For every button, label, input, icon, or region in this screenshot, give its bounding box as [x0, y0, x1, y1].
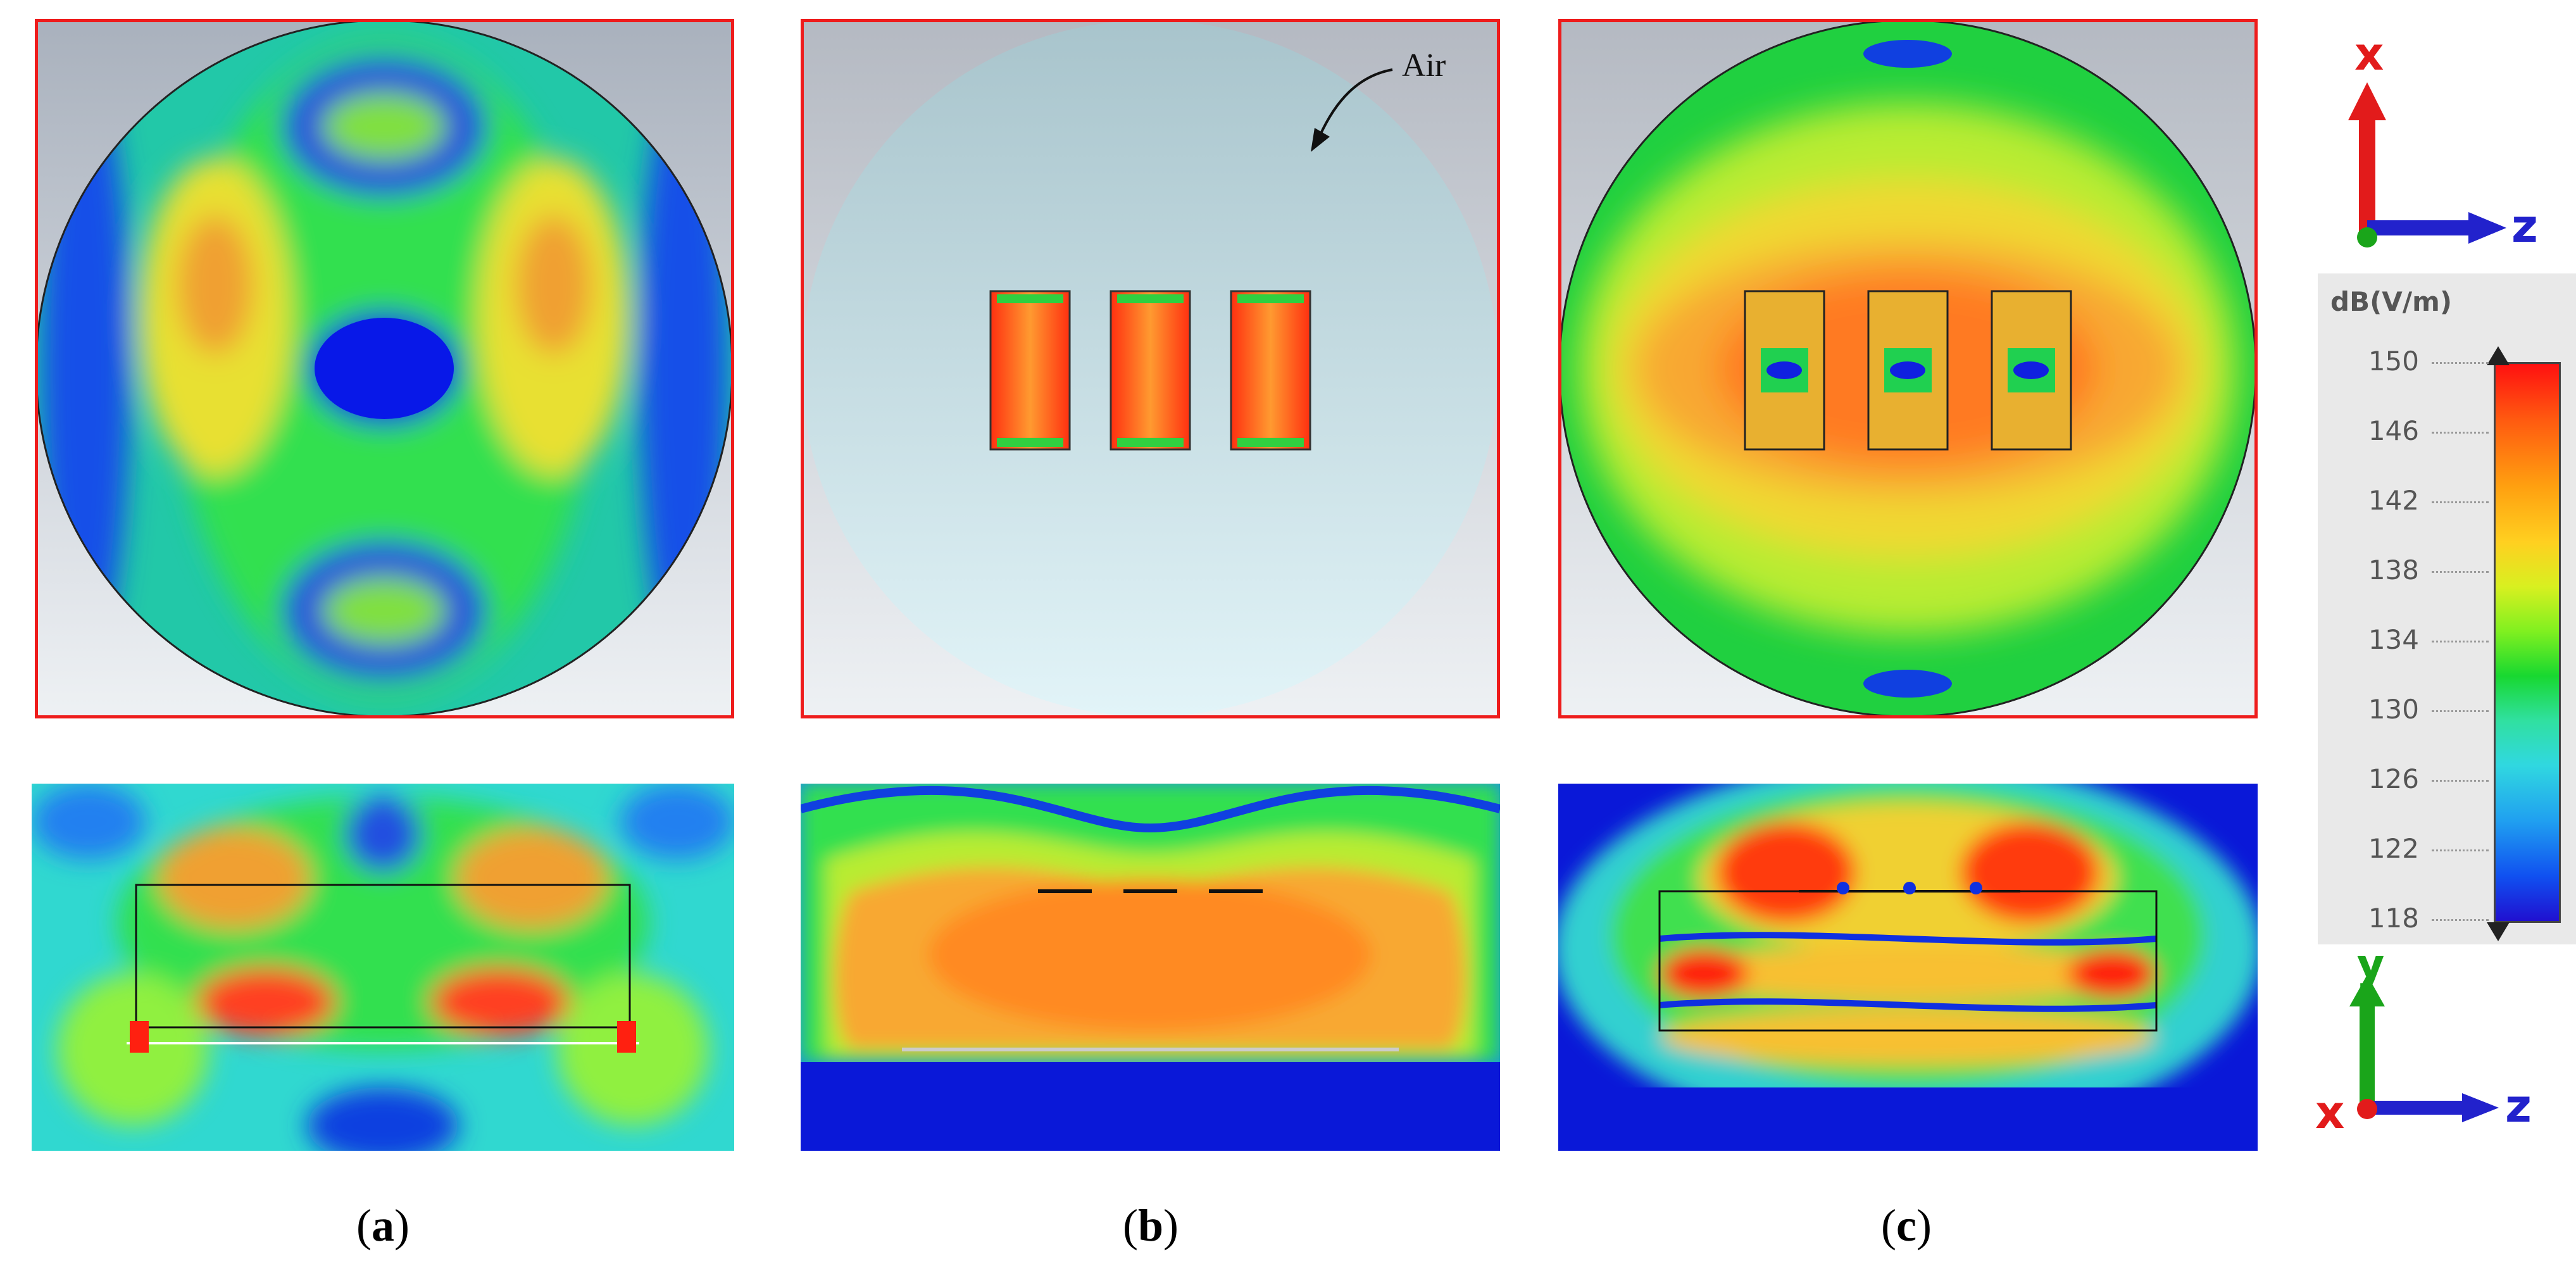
- colorbar-tick-label: 130: [2368, 694, 2419, 725]
- colorbar-gradient: [2494, 362, 2561, 923]
- caption-a: (a): [356, 1200, 410, 1251]
- colorbar-tick-label: 150: [2368, 346, 2419, 377]
- field-plot-a-top: [35, 19, 734, 718]
- axis-top-vertical-label: x: [2354, 32, 2384, 80]
- air-label: Air: [1402, 47, 1446, 84]
- colorbar-tick-mark: [2432, 501, 2489, 503]
- field-plot-a-side: [32, 784, 734, 1151]
- axis-triad-top: x z: [2335, 32, 2551, 272]
- axis-bottom-origin-label: x: [2315, 1086, 2344, 1139]
- field-plot-b-side: [801, 784, 1500, 1151]
- colorbar-tick-label: 118: [2368, 903, 2419, 934]
- panel-c-top-view: [1558, 19, 2258, 718]
- colorbar-tick-label: 146: [2368, 415, 2419, 446]
- panel-c-side-view: [1558, 784, 2258, 1151]
- frame-b-top: [801, 19, 1500, 718]
- colorbar-legend: dB(V/m) 150 146 142 138 134 130 126 122 118: [2318, 273, 2576, 944]
- colorbar-tick-mark: [2432, 641, 2489, 642]
- axis-bottom-vertical-label: y: [2356, 956, 2385, 989]
- frame-a-top: [35, 19, 734, 718]
- cells-c-top: [1744, 290, 2072, 451]
- axis-triad-bottom: y z x: [2310, 956, 2563, 1146]
- colorbar-max-arrow-icon: [2487, 346, 2510, 365]
- panel-a-top-view: [35, 19, 734, 718]
- cells-b-top: [989, 290, 1311, 451]
- axis-top-horizontal-label: z: [2511, 199, 2538, 253]
- frame-c-top: [1558, 19, 2258, 718]
- field-plot-b-top: Air: [801, 19, 1500, 718]
- caption-c: (c): [1881, 1200, 1932, 1251]
- colorbar-min-arrow-icon: [2487, 922, 2510, 941]
- colorbar-tick-mark: [2432, 919, 2489, 921]
- colorbar-tick-label: 126: [2368, 763, 2419, 794]
- colorbar-tick-mark: [2432, 780, 2489, 782]
- colorbar-unit: dB(V/m): [2330, 286, 2453, 317]
- colorbar-tick-mark: [2432, 849, 2489, 851]
- panel-b-side-view: [801, 784, 1500, 1151]
- field-plot-c-top: [1558, 19, 2258, 718]
- colorbar-tick-mark: [2432, 362, 2489, 364]
- panel-a-side-view: [32, 784, 734, 1151]
- panel-b-top-view: Air: [801, 19, 1500, 718]
- colorbar-tick-mark: [2432, 710, 2489, 712]
- colorbar-ticks: 150 146 142 138 134 130 126 122 118: [2318, 273, 2576, 944]
- colorbar-tick-label: 122: [2368, 833, 2419, 864]
- colorbar-tick-mark: [2432, 432, 2489, 434]
- colorbar-tick-mark: [2432, 571, 2489, 573]
- colorbar-tick-label: 138: [2368, 554, 2419, 586]
- axis-bottom-horizontal-label: z: [2505, 1079, 2532, 1132]
- colorbar-tick-label: 142: [2368, 485, 2419, 516]
- colorbar-tick-label: 134: [2368, 624, 2419, 655]
- field-plot-c-side: [1558, 784, 2258, 1151]
- caption-b: (b): [1122, 1200, 1179, 1251]
- air-arrow: [1318, 68, 1393, 137]
